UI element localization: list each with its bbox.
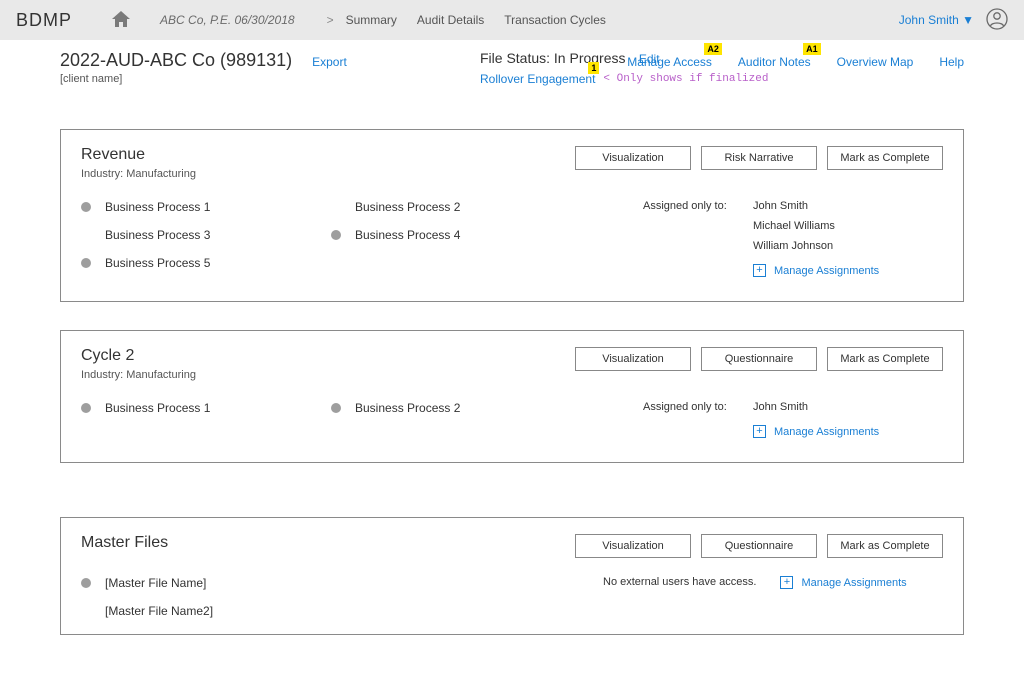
manage-assignments-label: Manage Assignments — [801, 577, 906, 589]
breadcrumb-client[interactable]: ABC Co, P.E. 06/30/2018 — [160, 13, 295, 27]
card-subtitle: Industry: Manufacturing — [81, 369, 196, 381]
visualization-button[interactable]: Visualization — [575, 534, 691, 558]
card-title: Cycle 2 — [81, 347, 196, 365]
risk-narrative-button[interactable]: Risk Narrative — [701, 146, 817, 170]
card-master-files: Master Files Visualization Questionnaire… — [60, 517, 964, 635]
card-title: Revenue — [81, 146, 196, 164]
edit-status-link[interactable]: Edit — [639, 52, 660, 66]
status-dot-icon — [331, 230, 341, 240]
business-process-item[interactable]: Business Process 1 — [81, 200, 301, 214]
brand-logo: BDMP — [16, 10, 72, 31]
manage-assignments-link[interactable]: + Manage Assignments — [780, 576, 906, 589]
plus-icon: + — [753, 264, 766, 277]
status-dot-icon — [331, 403, 341, 413]
overview-map-link[interactable]: Overview Map — [837, 55, 914, 69]
avatar-icon[interactable] — [986, 8, 1008, 33]
card-subtitle: Industry: Manufacturing — [81, 168, 196, 180]
card-revenue: Revenue Industry: Manufacturing Visualiz… — [60, 129, 964, 302]
nav-transaction-cycles[interactable]: Transaction Cycles — [504, 13, 606, 27]
page-header: 2022-AUD-ABC Co (989131) Export Manage A… — [60, 50, 964, 85]
breadcrumb-separator: > — [327, 13, 334, 27]
plus-icon: + — [753, 425, 766, 438]
card-cycle2: Cycle 2 Industry: Manufacturing Visualiz… — [60, 330, 964, 463]
bp-label: Business Process 3 — [105, 228, 210, 242]
bp-label: Business Process 2 — [355, 401, 460, 415]
bp-label: Business Process 5 — [105, 256, 210, 270]
master-file-label: [Master File Name2] — [105, 604, 213, 618]
nav-audit-details[interactable]: Audit Details — [417, 13, 484, 27]
visualization-button[interactable]: Visualization — [575, 347, 691, 371]
status-dot-icon — [81, 578, 91, 588]
auditor-notes-badge: A1 — [803, 43, 821, 55]
bp-label: Business Process 1 — [105, 401, 210, 415]
mark-complete-button[interactable]: Mark as Complete — [827, 534, 943, 558]
assignee: Michael Williams — [753, 220, 879, 232]
business-process-item[interactable]: Business Process 5 — [81, 256, 301, 270]
master-file-item[interactable]: [Master File Name2] — [81, 604, 603, 618]
manage-access-badge: A2 — [704, 43, 722, 55]
manage-assignments-link[interactable]: + Manage Assignments — [753, 425, 879, 438]
topbar: BDMP ABC Co, P.E. 06/30/2018 > Summary A… — [0, 0, 1024, 40]
status-dot-icon — [81, 202, 91, 212]
visualization-button[interactable]: Visualization — [575, 146, 691, 170]
master-file-item[interactable]: [Master File Name] — [81, 576, 603, 590]
card-title: Master Files — [81, 534, 168, 552]
business-process-item[interactable]: Business Process 3 — [81, 228, 301, 242]
business-process-item[interactable]: Business Process 2 — [331, 200, 551, 214]
business-process-item[interactable]: Business Process 2 — [331, 401, 551, 415]
plus-icon: + — [780, 576, 793, 589]
bp-label: Business Process 4 — [355, 228, 460, 242]
auditor-notes-link[interactable]: Auditor Notes — [738, 55, 811, 69]
business-process-item[interactable]: Business Process 4 — [331, 228, 551, 242]
assigned-label: Assigned only to: — [643, 401, 753, 438]
help-link[interactable]: Help — [939, 55, 964, 69]
export-link[interactable]: Export — [312, 55, 347, 69]
manage-assignments-label: Manage Assignments — [774, 265, 879, 277]
master-file-label: [Master File Name] — [105, 576, 206, 590]
manage-assignments-link[interactable]: + Manage Assignments — [753, 264, 879, 277]
rollover-note: < Only shows if finalized — [603, 73, 768, 85]
questionnaire-button[interactable]: Questionnaire — [701, 534, 817, 558]
assignee: John Smith — [753, 401, 879, 413]
page-title: 2022-AUD-ABC Co (989131) — [60, 50, 292, 71]
no-access-text: No external users have access. — [603, 576, 756, 588]
file-status: File Status: In Progress — [480, 50, 626, 66]
bp-label: Business Process 2 — [355, 200, 460, 214]
status-dot-icon — [81, 403, 91, 413]
rollover-badge: 1 — [588, 62, 599, 74]
user-menu[interactable]: John Smith ▼ — [899, 13, 974, 27]
bp-label: Business Process 1 — [105, 200, 210, 214]
questionnaire-button[interactable]: Questionnaire — [701, 347, 817, 371]
home-icon[interactable] — [112, 11, 130, 30]
mark-complete-button[interactable]: Mark as Complete — [827, 347, 943, 371]
business-process-item[interactable]: Business Process 1 — [81, 401, 301, 415]
mark-complete-button[interactable]: Mark as Complete — [827, 146, 943, 170]
assignee: William Johnson — [753, 240, 879, 252]
status-dot-icon — [81, 258, 91, 268]
assignee: John Smith — [753, 200, 879, 212]
manage-assignments-label: Manage Assignments — [774, 426, 879, 438]
nav-summary[interactable]: Summary — [346, 13, 397, 27]
rollover-engagement-link[interactable]: Rollover Engagement — [480, 72, 595, 86]
assigned-label: Assigned only to: — [643, 200, 753, 277]
